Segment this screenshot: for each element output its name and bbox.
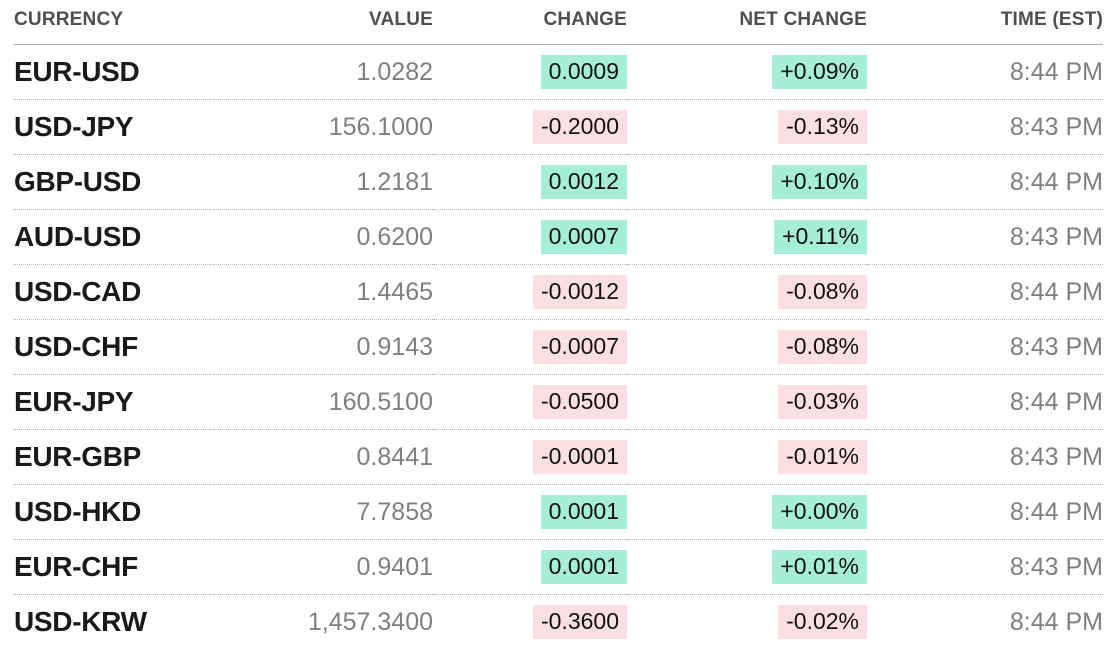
time-cell: 8:43 PM: [867, 319, 1103, 375]
currency-pair-link[interactable]: USD-JPY: [14, 111, 134, 142]
change-badge: -0.0001: [532, 440, 627, 474]
currency-pair-link[interactable]: USD-KRW: [14, 606, 147, 637]
time-cell: 8:43 PM: [867, 429, 1103, 485]
net-change-badge: +0.01%: [772, 550, 867, 584]
change-badge: 0.0001: [540, 550, 627, 584]
column-header-value: VALUE: [214, 0, 433, 45]
column-header-net-change: NET CHANGE: [627, 0, 867, 45]
value-cell: 0.9401: [214, 539, 433, 595]
net-change-badge: -0.02%: [778, 605, 867, 639]
value-cell: 0.6200: [214, 209, 433, 265]
time-cell: 8:44 PM: [867, 264, 1103, 320]
value-cell: 160.5100: [214, 374, 433, 430]
change-badge: 0.0012: [540, 165, 627, 199]
net-change-badge: +0.00%: [772, 495, 867, 529]
value-cell: 1.0282: [214, 44, 433, 100]
time-cell: 8:44 PM: [867, 374, 1103, 430]
change-badge: -0.0500: [532, 385, 627, 419]
table-row: USD-KRW 1,457.3400 -0.3600 -0.02% 8:44 P…: [14, 594, 1103, 648]
currency-pair-link[interactable]: EUR-JPY: [14, 386, 134, 417]
time-cell: 8:43 PM: [867, 539, 1103, 595]
value-cell: 1.2181: [214, 154, 433, 210]
currency-pair-link[interactable]: USD-CAD: [14, 276, 142, 307]
net-change-badge: -0.03%: [778, 385, 867, 419]
change-badge: -0.0007: [532, 330, 627, 364]
currency-pair-link[interactable]: EUR-USD: [14, 56, 140, 87]
net-change-badge: +0.09%: [772, 55, 867, 89]
value-cell: 0.8441: [214, 429, 433, 485]
net-change-badge: -0.13%: [778, 110, 867, 144]
currency-pair-link[interactable]: AUD-USD: [14, 221, 142, 252]
time-cell: 8:43 PM: [867, 99, 1103, 155]
table-row: USD-CAD 1.4465 -0.0012 -0.08% 8:44 PM: [14, 264, 1103, 320]
change-badge: -0.3600: [532, 605, 627, 639]
currency-table: CURRENCY VALUE CHANGE NET CHANGE TIME (E…: [14, 0, 1103, 648]
value-cell: 7.7858: [214, 484, 433, 540]
table-row: EUR-GBP 0.8441 -0.0001 -0.01% 8:43 PM: [14, 429, 1103, 485]
net-change-badge: +0.11%: [774, 220, 867, 254]
change-badge: 0.0009: [540, 55, 627, 89]
value-cell: 156.1000: [214, 99, 433, 155]
time-cell: 8:44 PM: [867, 44, 1103, 100]
value-cell: 1.4465: [214, 264, 433, 320]
currency-pair-link[interactable]: EUR-GBP: [14, 441, 142, 472]
value-cell: 0.9143: [214, 319, 433, 375]
table-row: EUR-USD 1.0282 0.0009 +0.09% 8:44 PM: [14, 44, 1103, 100]
time-cell: 8:43 PM: [867, 209, 1103, 265]
table-row: GBP-USD 1.2181 0.0012 +0.10% 8:44 PM: [14, 154, 1103, 210]
column-header-time: TIME (EST): [867, 0, 1103, 45]
time-cell: 8:44 PM: [867, 484, 1103, 540]
currency-pair-link[interactable]: EUR-CHF: [14, 551, 138, 582]
net-change-badge: -0.08%: [778, 330, 867, 364]
table-row: USD-JPY 156.1000 -0.2000 -0.13% 8:43 PM: [14, 99, 1103, 155]
value-cell: 1,457.3400: [214, 594, 433, 648]
change-badge: 0.0007: [540, 220, 627, 254]
currency-pair-link[interactable]: GBP-USD: [14, 166, 142, 197]
currency-pair-link[interactable]: USD-HKD: [14, 496, 142, 527]
table-row: USD-HKD 7.7858 0.0001 +0.00% 8:44 PM: [14, 484, 1103, 540]
column-header-change: CHANGE: [433, 0, 627, 45]
change-badge: -0.2000: [532, 110, 627, 144]
net-change-badge: -0.08%: [778, 275, 867, 309]
change-badge: 0.0001: [540, 495, 627, 529]
table-row: EUR-JPY 160.5100 -0.0500 -0.03% 8:44 PM: [14, 374, 1103, 430]
time-cell: 8:44 PM: [867, 154, 1103, 210]
net-change-badge: +0.10%: [772, 165, 867, 199]
net-change-badge: -0.01%: [778, 440, 867, 474]
table-row: EUR-CHF 0.9401 0.0001 +0.01% 8:43 PM: [14, 539, 1103, 595]
currency-pair-link[interactable]: USD-CHF: [14, 331, 138, 362]
column-header-currency: CURRENCY: [14, 0, 214, 45]
table-row: USD-CHF 0.9143 -0.0007 -0.08% 8:43 PM: [14, 319, 1103, 375]
time-cell: 8:44 PM: [867, 594, 1103, 648]
table-header-row: CURRENCY VALUE CHANGE NET CHANGE TIME (E…: [14, 0, 1103, 45]
table-row: AUD-USD 0.6200 0.0007 +0.11% 8:43 PM: [14, 209, 1103, 265]
change-badge: -0.0012: [532, 275, 627, 309]
